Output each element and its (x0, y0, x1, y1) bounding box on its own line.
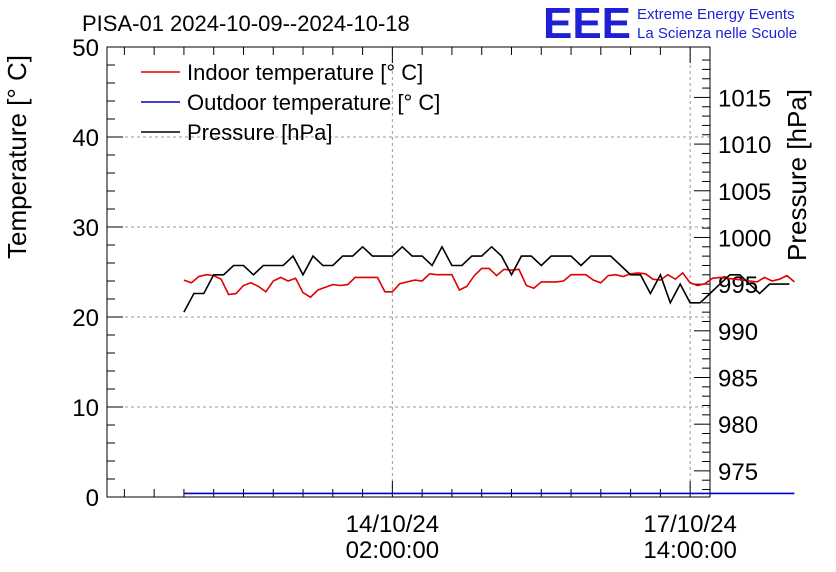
plot-frame (106, 46, 711, 498)
y2-axis-title: Pressure [hPa] (782, 89, 812, 261)
legend: Indoor temperature [° C] Outdoor temperat… (141, 60, 440, 145)
x-tick-date-label: 17/10/24 (643, 511, 736, 538)
y2-tick-label: 1015 (718, 85, 771, 112)
grid-lines (107, 47, 710, 497)
logo-line2: La Scienza nelle Scuole (637, 25, 797, 42)
y-tick-label: 40 (72, 125, 99, 152)
x-tick-time-label: 14:00:00 (643, 537, 736, 564)
left-axis: 0 10 20 30 40 50 (72, 35, 123, 512)
eee-logo: EEE Extreme Energy Events La Scienza nel… (543, 0, 797, 48)
y-tick-label: 0 (86, 485, 99, 512)
y-axis-title: Temperature [° C] (2, 55, 32, 259)
y2-tick-label: 980 (718, 412, 758, 439)
y2-tick-label: 990 (718, 319, 758, 346)
chart-title: PISA-01 2024-10-09--2024-10-18 (82, 11, 410, 36)
y2-tick-label: 1000 (718, 225, 771, 252)
legend-label-0: Indoor temperature [° C] (187, 60, 423, 85)
y-tick-label: 30 (72, 215, 99, 242)
legend-label-1: Outdoor temperature [° C] (187, 90, 440, 115)
series-line-0 (183, 267, 795, 299)
series-line-2 (183, 245, 790, 313)
logo-line1: Extreme Energy Events (637, 6, 795, 23)
y2-tick-label: 1005 (718, 179, 771, 206)
logo-mark: EEE (543, 0, 631, 48)
y2-tick-label: 1010 (718, 132, 771, 159)
x-tick-time-label: 02:00:00 (346, 537, 439, 564)
y-tick-label: 10 (72, 395, 99, 422)
y2-tick-label: 975 (718, 459, 758, 486)
y-tick-label: 20 (72, 305, 99, 332)
x-tick-date-label: 14/10/24 (346, 511, 439, 538)
y2-tick-label: 985 (718, 365, 758, 392)
legend-label-2: Pressure [hPa] (187, 120, 333, 145)
y-tick-label: 50 (72, 35, 99, 62)
series-group (183, 245, 795, 495)
